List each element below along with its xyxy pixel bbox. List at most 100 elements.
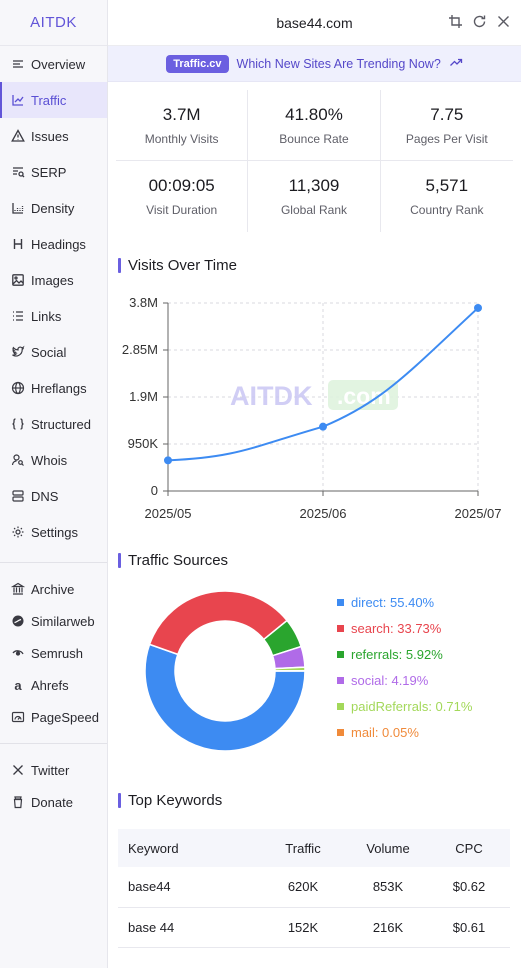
close-icon[interactable] bbox=[496, 14, 511, 29]
watermark-badge bbox=[328, 380, 398, 410]
stat-country-rank: 5,571 Country Rank bbox=[381, 161, 513, 232]
y-tick-label: 0 bbox=[151, 483, 158, 498]
stat-pages-per-visit: 7.75 Pages Per Visit bbox=[380, 90, 513, 161]
sources-legend: direct: 55.40% search: 33.73% referrals: 5… bbox=[337, 589, 472, 745]
sidebar-item-ahrefs[interactable]: a Ahrefs bbox=[0, 669, 107, 701]
legend-item[interactable]: search: 33.73% bbox=[337, 615, 472, 641]
pagespeed-icon bbox=[11, 710, 25, 724]
stat-value: 11,309 bbox=[288, 176, 340, 195]
sidebar-nav: Overview Traffic Issues SERP Density Hea… bbox=[0, 46, 107, 550]
column-header[interactable]: Traffic bbox=[258, 829, 348, 867]
sidebar-item-settings[interactable]: Settings bbox=[0, 514, 107, 550]
legend-item[interactable]: referrals: 5.92% bbox=[337, 641, 472, 667]
traffic-cv-badge: Traffic.cv bbox=[166, 54, 229, 73]
stat-label: Visit Duration bbox=[146, 203, 218, 217]
banner-link[interactable]: Which New Sites Are Trending Now? bbox=[236, 56, 441, 71]
donut-slice bbox=[148, 590, 289, 656]
sidebar-item-semrush[interactable]: Semrush bbox=[0, 637, 107, 669]
legend-swatch bbox=[337, 624, 344, 632]
sidebar-item-overview[interactable]: Overview bbox=[0, 46, 107, 82]
sidebar-item-label: Overview bbox=[31, 56, 86, 72]
watermark-badge-text: .com bbox=[337, 383, 391, 409]
sidebar-item-label: Headings bbox=[31, 236, 86, 252]
stat-label: Global Rank bbox=[280, 203, 348, 217]
sidebar-item-serp[interactable]: SERP bbox=[0, 154, 107, 190]
twitter-bird-icon bbox=[11, 345, 25, 359]
promo-banner[interactable]: Traffic.cv Which New Sites Are Trending … bbox=[108, 46, 521, 82]
legend-label: mail: 0.05% bbox=[351, 724, 419, 740]
serp-icon bbox=[11, 165, 25, 179]
sidebar-footer: Twitter Donate bbox=[0, 754, 107, 818]
ahrefs-icon: a bbox=[14, 677, 22, 693]
sidebar-item-label: PageSpeed bbox=[31, 709, 99, 725]
sidebar-item-density[interactable]: Density bbox=[0, 190, 107, 226]
table-row[interactable]: base 44 152K 216K $0.61 bbox=[118, 907, 510, 948]
legend-item[interactable]: social: 4.19% bbox=[337, 667, 472, 693]
sidebar-item-twitter[interactable]: Twitter bbox=[0, 754, 107, 786]
density-icon bbox=[11, 201, 25, 215]
sidebar-item-donate[interactable]: Donate bbox=[0, 786, 107, 818]
refresh-icon[interactable] bbox=[472, 14, 487, 29]
visits-section-title: Visits Over Time bbox=[108, 253, 521, 277]
sidebar-item-social[interactable]: Social bbox=[0, 334, 107, 370]
legend-label: paidReferrals: 0.71% bbox=[351, 698, 473, 714]
sidebar: AITDK Overview Traffic Issues SERP Densi… bbox=[0, 0, 108, 968]
sidebar-item-dns[interactable]: DNS bbox=[0, 478, 107, 514]
sidebar-item-similarweb[interactable]: Similarweb bbox=[0, 605, 107, 637]
legend-swatch bbox=[337, 728, 344, 736]
traffic-cell: 620K bbox=[258, 867, 348, 908]
sidebar-item-label: Density bbox=[31, 200, 75, 216]
column-header[interactable]: CPC bbox=[428, 829, 510, 867]
sidebar-item-structured[interactable]: Structured bbox=[0, 406, 107, 442]
sidebar-item-label: Twitter bbox=[31, 762, 70, 778]
stat-label: Pages Per Visit bbox=[405, 131, 488, 146]
user-search-icon bbox=[11, 453, 25, 467]
sidebar-item-label: Structured bbox=[31, 416, 91, 432]
sidebar-item-archive[interactable]: Archive bbox=[0, 573, 107, 605]
column-header[interactable]: Volume bbox=[348, 829, 428, 867]
legend-label: referrals: 5.92% bbox=[351, 646, 443, 662]
keyword-cell: base 44 bbox=[118, 907, 258, 948]
image-icon bbox=[11, 273, 25, 287]
legend-label: search: 33.73% bbox=[351, 620, 442, 636]
column-header[interactable]: Keyword bbox=[118, 829, 258, 867]
legend-swatch bbox=[337, 702, 344, 710]
sidebar-item-label: Settings bbox=[31, 524, 78, 540]
sidebar-item-links[interactable]: Links bbox=[0, 298, 107, 334]
sidebar-item-label: Donate bbox=[31, 794, 73, 810]
sidebar-item-hreflangs[interactable]: Hreflangs bbox=[0, 370, 107, 406]
legend-item[interactable]: paidReferrals: 0.71% bbox=[337, 693, 472, 719]
sidebar-item-pagespeed[interactable]: PageSpeed bbox=[0, 701, 107, 733]
sidebar-tools: Archive Similarweb Semrush a Ahrefs Page… bbox=[0, 573, 107, 733]
stat-label: Country Rank bbox=[410, 203, 484, 217]
y-tick-label: 3.8M bbox=[129, 295, 158, 310]
sidebar-item-label: Semrush bbox=[31, 645, 84, 661]
sidebar-item-label: Similarweb bbox=[31, 613, 95, 629]
sidebar-item-issues[interactable]: Issues bbox=[0, 118, 107, 154]
visits-line-chart: 0 950K 1.9M 2.85M 3.8M 2025/05 2025/06 2025/07 A… bbox=[122, 295, 502, 521]
sidebar-item-headings[interactable]: Headings bbox=[0, 226, 107, 262]
stat-value: 5,571 bbox=[425, 176, 469, 195]
y-tick-label: 1.9M bbox=[129, 389, 158, 404]
header: base44.com bbox=[108, 0, 521, 46]
x-tick-label: 2025/07 bbox=[455, 506, 502, 521]
brand-logo[interactable]: AITDK bbox=[0, 0, 107, 46]
braces-icon bbox=[11, 417, 25, 431]
sidebar-item-images[interactable]: Images bbox=[0, 262, 107, 298]
crop-icon[interactable] bbox=[448, 14, 463, 29]
sources-section-title: Traffic Sources bbox=[108, 548, 521, 572]
volume-cell: 216K bbox=[348, 907, 428, 948]
traffic-icon bbox=[11, 93, 25, 107]
table-row[interactable]: base44 620K 853K $0.62 bbox=[118, 867, 510, 908]
legend-item[interactable]: direct: 55.40% bbox=[337, 589, 472, 615]
stat-monthly-visits: 3.7M Monthly Visits bbox=[116, 90, 249, 161]
y-tick-label: 950K bbox=[128, 436, 159, 451]
sidebar-item-traffic[interactable]: Traffic bbox=[0, 82, 107, 118]
sidebar-item-whois[interactable]: Whois bbox=[0, 442, 107, 478]
legend-item[interactable]: mail: 0.05% bbox=[337, 719, 472, 745]
keyword-cell: base44 bbox=[118, 867, 258, 908]
header-actions bbox=[448, 14, 511, 29]
sidebar-divider bbox=[0, 562, 107, 563]
sidebar-item-label: Ahrefs bbox=[31, 677, 69, 693]
main-panel: base44.com Traffic.cv Which New Sites Ar… bbox=[108, 0, 521, 968]
